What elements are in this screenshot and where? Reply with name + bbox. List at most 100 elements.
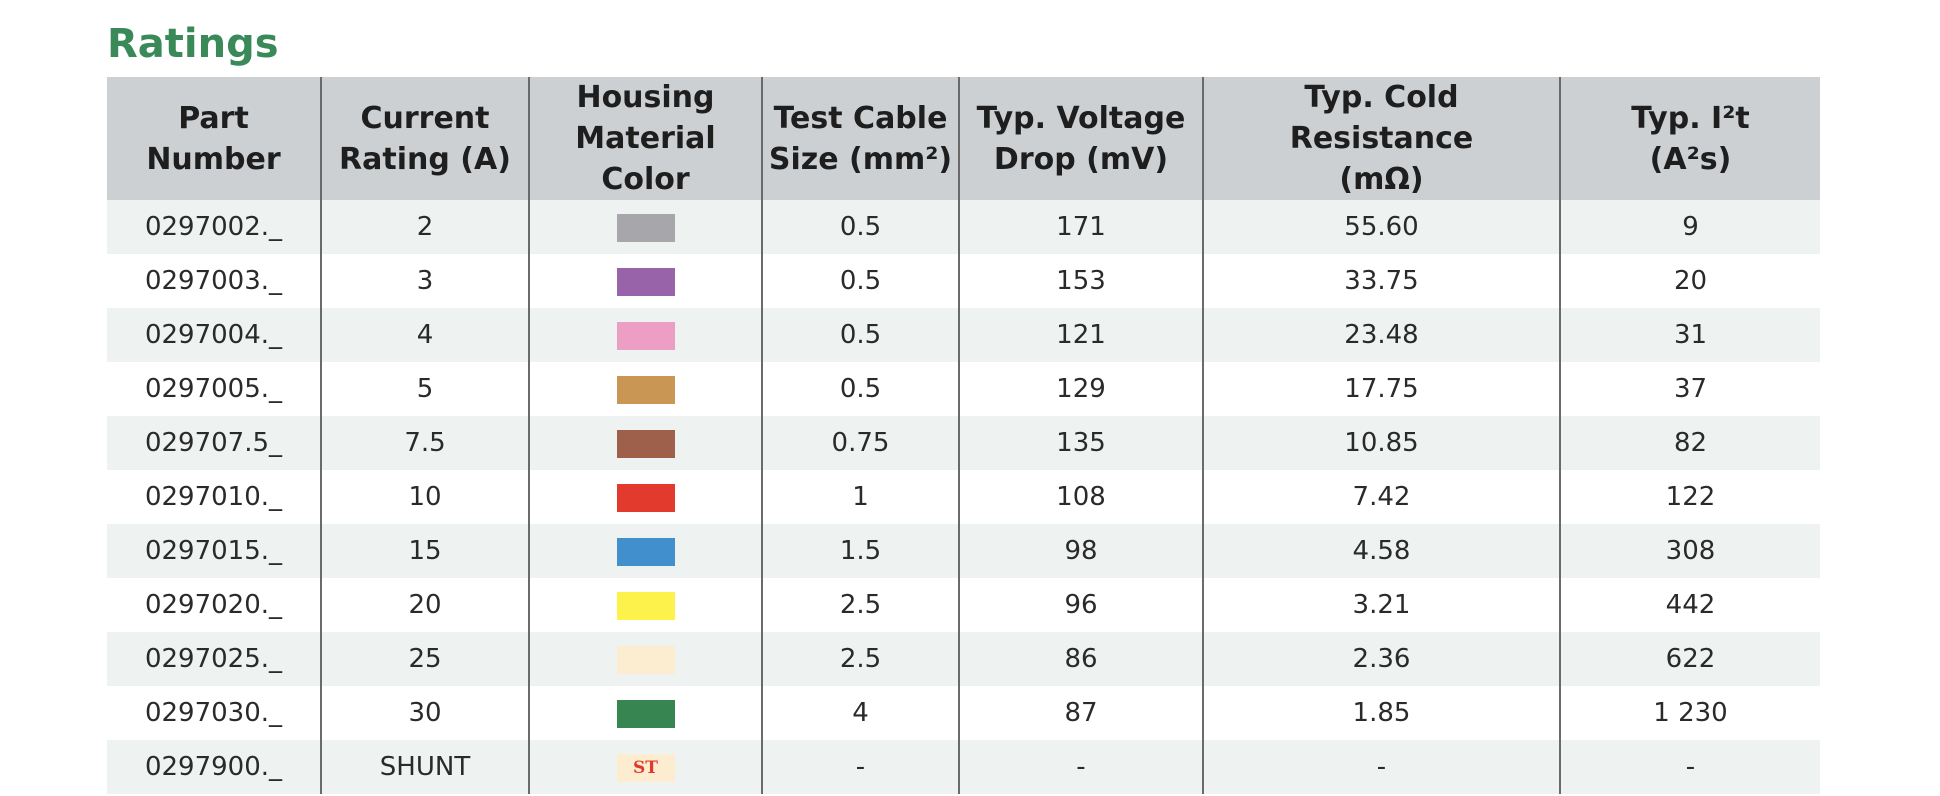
color-swatch xyxy=(616,267,675,296)
column-header-i2t: Typ. I²t (A²s) xyxy=(1559,77,1820,200)
column-header-line: Current xyxy=(360,100,490,136)
cold-resistance-cell: 17.75 xyxy=(1202,362,1560,416)
cold-resistance-cell: 4.58 xyxy=(1202,524,1560,578)
cold-resistance-cell: 3.21 xyxy=(1202,578,1560,632)
i2t-cell: - xyxy=(1559,740,1820,794)
part-number-cell: 0297002._ xyxy=(107,200,321,254)
part-number-cell: 0297030._ xyxy=(107,686,321,740)
table-row: 029707.5_ 7.5 0.75 135 10.85 82 xyxy=(107,416,1820,470)
color-swatch: ST xyxy=(616,753,675,782)
current-rating-cell: 20 xyxy=(320,578,529,632)
current-rating-cell: 2 xyxy=(320,200,529,254)
voltage-drop-cell: 98 xyxy=(958,524,1203,578)
i2t-cell: 1 230 xyxy=(1559,686,1820,740)
column-header-part-number: Part Number xyxy=(107,77,321,200)
color-swatch xyxy=(616,537,675,566)
test-cable-size-cell: 0.5 xyxy=(761,200,959,254)
color-swatch xyxy=(616,483,675,512)
voltage-drop-cell: 153 xyxy=(958,254,1203,308)
test-cable-size-cell: 0.5 xyxy=(761,362,959,416)
table-body: 0297002._ 2 0.5 171 55.60 9 0297003._ 3 0.5 153 33… xyxy=(107,200,1820,794)
color-swatch xyxy=(616,699,675,728)
part-number-cell: 0297010._ xyxy=(107,470,321,524)
color-swatch xyxy=(616,213,675,242)
housing-color-cell xyxy=(528,578,762,632)
page-title: Ratings xyxy=(107,21,279,67)
column-header-cold-resistance: Typ. Cold Resistance (mΩ) xyxy=(1202,77,1560,200)
housing-color-cell xyxy=(528,416,762,470)
voltage-drop-cell: 129 xyxy=(958,362,1203,416)
i2t-cell: 31 xyxy=(1559,308,1820,362)
current-rating-cell: 10 xyxy=(320,470,529,524)
column-header-line: Drop (mV) xyxy=(993,141,1169,177)
table-row: 0297030._ 30 4 87 1.85 1 230 xyxy=(107,686,1820,740)
color-swatch xyxy=(616,645,675,674)
cold-resistance-cell: 1.85 xyxy=(1202,686,1560,740)
i2t-cell: 9 xyxy=(1559,200,1820,254)
column-header-line: Test Cable xyxy=(773,100,948,136)
column-header-line: Part Number xyxy=(146,100,281,177)
test-cable-size-cell: 0.5 xyxy=(761,254,959,308)
current-rating-cell: 3 xyxy=(320,254,529,308)
color-swatch xyxy=(616,591,675,620)
current-rating-cell: 7.5 xyxy=(320,416,529,470)
table-row: 0297005._ 5 0.5 129 17.75 37 xyxy=(107,362,1820,416)
i2t-cell: 82 xyxy=(1559,416,1820,470)
table-row: 0297004._ 4 0.5 121 23.48 31 xyxy=(107,308,1820,362)
color-swatch xyxy=(616,429,675,458)
cold-resistance-cell: 2.36 xyxy=(1202,632,1560,686)
voltage-drop-cell: 171 xyxy=(958,200,1203,254)
column-header-line: Typ. Voltage xyxy=(976,100,1186,136)
part-number-cell: 0297005._ xyxy=(107,362,321,416)
housing-color-cell xyxy=(528,524,762,578)
color-swatch xyxy=(616,375,675,404)
column-header-line: Typ. Cold Resistance xyxy=(1289,80,1474,156)
housing-color-cell xyxy=(528,200,762,254)
test-cable-size-cell: - xyxy=(761,740,959,794)
cold-resistance-cell: 10.85 xyxy=(1202,416,1560,470)
current-rating-cell: 25 xyxy=(320,632,529,686)
i2t-cell: 122 xyxy=(1559,470,1820,524)
column-header-line: Rating (A) xyxy=(339,141,511,177)
part-number-cell: 0297003._ xyxy=(107,254,321,308)
part-number-cell: 0297020._ xyxy=(107,578,321,632)
test-cable-size-cell: 1.5 xyxy=(761,524,959,578)
housing-color-cell xyxy=(528,470,762,524)
i2t-cell: 622 xyxy=(1559,632,1820,686)
ratings-table: Part Number Current Rating (A) Housing Mater… xyxy=(107,77,1820,794)
voltage-drop-cell: - xyxy=(958,740,1203,794)
cold-resistance-cell: 7.42 xyxy=(1202,470,1560,524)
current-rating-cell: 15 xyxy=(320,524,529,578)
i2t-cell: 37 xyxy=(1559,362,1820,416)
test-cable-size-cell: 2.5 xyxy=(761,632,959,686)
i2t-cell: 442 xyxy=(1559,578,1820,632)
part-number-cell: 029707.5_ xyxy=(107,416,321,470)
cold-resistance-cell: - xyxy=(1202,740,1560,794)
voltage-drop-cell: 135 xyxy=(958,416,1203,470)
housing-color-cell xyxy=(528,686,762,740)
housing-color-cell xyxy=(528,308,762,362)
column-header-housing-color: Housing Material Color xyxy=(528,77,762,200)
current-rating-cell: 30 xyxy=(320,686,529,740)
column-header-line: Size (mm²) xyxy=(768,141,953,177)
table-header-row: Part Number Current Rating (A) Housing Mater… xyxy=(107,77,1820,200)
housing-color-cell xyxy=(528,362,762,416)
voltage-drop-cell: 86 xyxy=(958,632,1203,686)
table-row: 0297010._ 10 1 108 7.42 122 xyxy=(107,470,1820,524)
current-rating-cell: SHUNT xyxy=(320,740,529,794)
i2t-cell: 308 xyxy=(1559,524,1820,578)
column-header-line: Housing xyxy=(576,80,715,115)
voltage-drop-cell: 108 xyxy=(958,470,1203,524)
part-number-cell: 0297015._ xyxy=(107,524,321,578)
voltage-drop-cell: 121 xyxy=(958,308,1203,362)
color-swatch xyxy=(616,321,675,350)
housing-color-cell xyxy=(528,254,762,308)
table-row: 0297020._ 20 2.5 96 3.21 442 xyxy=(107,578,1820,632)
cold-resistance-cell: 33.75 xyxy=(1202,254,1560,308)
current-rating-cell: 4 xyxy=(320,308,529,362)
voltage-drop-cell: 87 xyxy=(958,686,1203,740)
part-number-cell: 0297004._ xyxy=(107,308,321,362)
part-number-cell: 0297025._ xyxy=(107,632,321,686)
housing-color-cell: ST xyxy=(528,740,762,794)
test-cable-size-cell: 0.5 xyxy=(761,308,959,362)
